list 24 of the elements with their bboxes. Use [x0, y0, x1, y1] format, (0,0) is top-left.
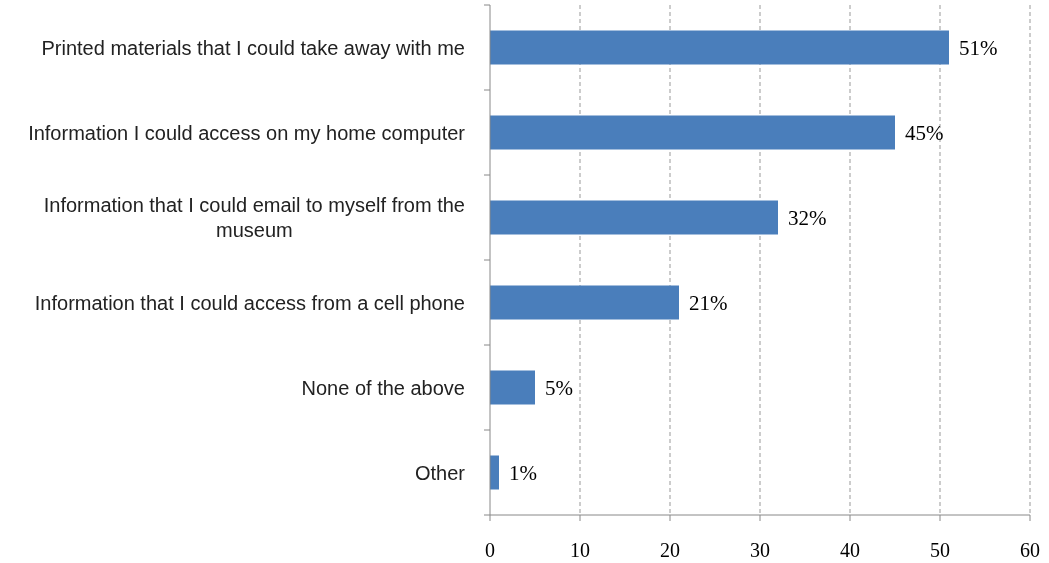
y-tick-label: None of the above	[301, 376, 466, 399]
x-tick-label: 40	[840, 539, 860, 561]
bar	[490, 115, 895, 150]
y-tick-label: Printed materials that I could take away with me	[41, 36, 465, 59]
bar	[490, 370, 535, 405]
x-tick-label: 60	[1020, 539, 1040, 561]
x-tick-label: 50	[930, 539, 950, 561]
y-tick-label: Information that I could email to myself from the museum	[43, 194, 465, 241]
data-label: 51%	[959, 35, 998, 60]
x-tick-label: 10	[570, 539, 590, 561]
bar	[490, 285, 679, 320]
bar	[490, 30, 949, 65]
y-tick-label: Information that I could access from a cell phone	[34, 291, 465, 314]
x-tick-label: 0	[485, 539, 495, 561]
data-label: 32%	[788, 205, 827, 230]
y-tick-label: Other	[414, 461, 466, 484]
data-label: 5%	[545, 375, 573, 400]
bar	[490, 200, 778, 235]
data-label: 21%	[689, 290, 728, 315]
x-tick-label: 20	[660, 539, 680, 561]
data-label: 1%	[509, 460, 537, 485]
y-tick-label: Information I could access on my home computer	[28, 121, 466, 144]
x-tick-label: 30	[750, 539, 770, 561]
data-label: 45%	[905, 120, 944, 145]
